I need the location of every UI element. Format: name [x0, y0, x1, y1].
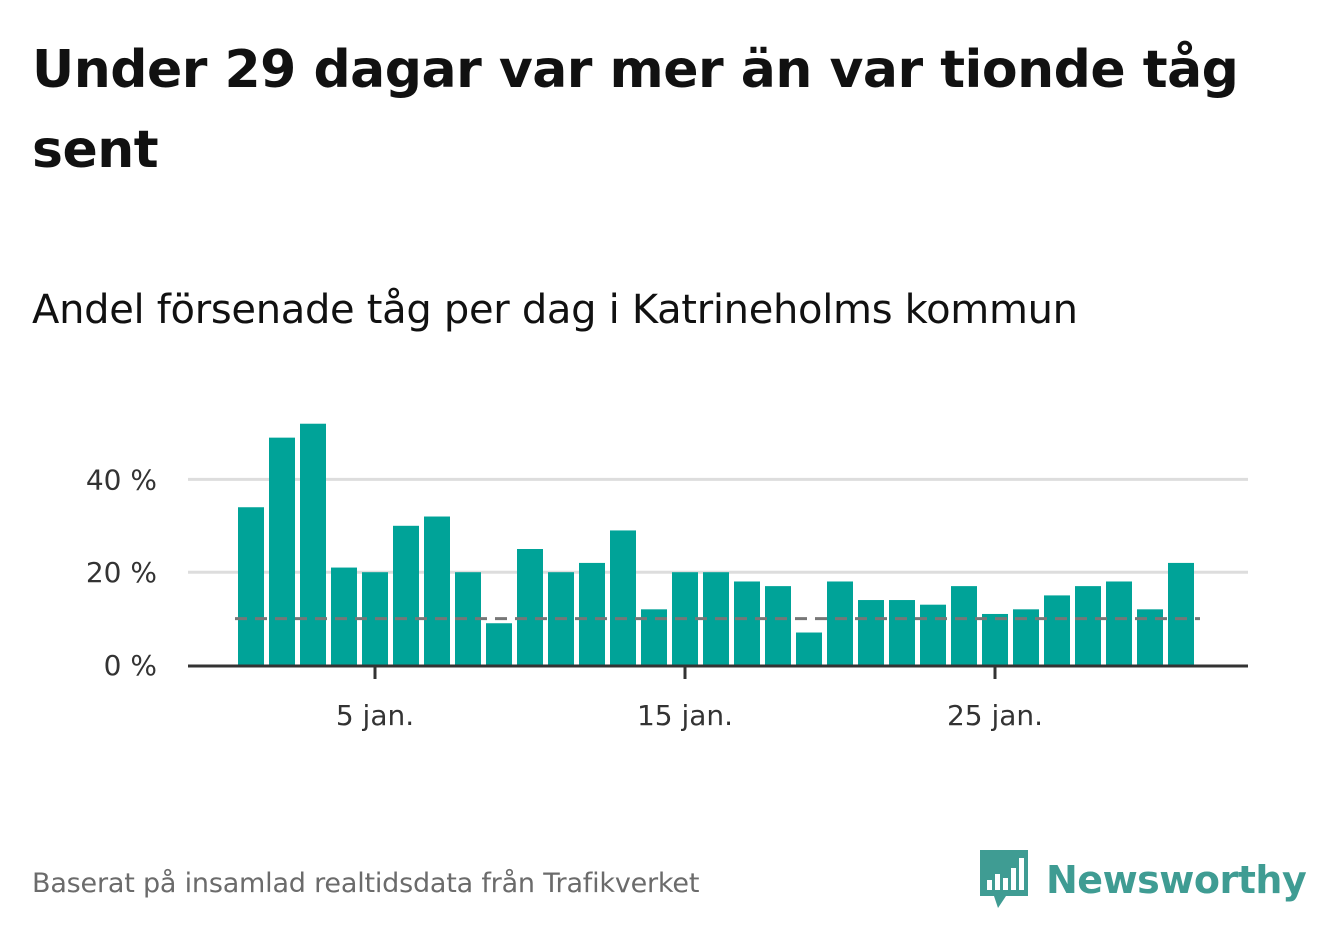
bar [827, 581, 853, 665]
bars [238, 423, 1194, 665]
x-axis-labels: 5 jan. 15 jan. 25 jan. [336, 699, 1043, 732]
bar [920, 604, 946, 665]
bar [610, 530, 636, 665]
bar [982, 613, 1008, 665]
bar-chart: 0 % 20 % 40 % 5 jan. 15 jan. 25 jan. [86, 423, 1248, 732]
x-tick-label: 5 jan. [336, 699, 414, 732]
y-tick-label: 20 % [86, 556, 157, 589]
bar [393, 525, 419, 665]
bar [486, 623, 512, 665]
bar [1106, 581, 1132, 665]
bar [300, 423, 326, 665]
bar [517, 549, 543, 665]
newsworthy-logo-icon [980, 850, 1028, 908]
bar [1168, 562, 1194, 665]
chart-title: Under 29 dagar var mer än var tionde tåg… [32, 40, 1239, 180]
y-tick-label: 0 % [104, 649, 157, 682]
bar [734, 581, 760, 665]
bar [424, 516, 450, 665]
bar [1044, 595, 1070, 665]
bar [238, 507, 264, 665]
x-tick-label: 25 jan. [947, 699, 1043, 732]
bar [765, 586, 791, 665]
y-axis-labels: 0 % 20 % 40 % [86, 463, 157, 682]
brand-name: Newsworthy [1046, 858, 1307, 902]
chart-subtitle: Andel försenade tåg per dag i Katrinehol… [32, 287, 1078, 333]
bar [269, 437, 295, 665]
bar [951, 586, 977, 665]
bar [1075, 586, 1101, 665]
y-tick-label: 40 % [86, 463, 157, 496]
bar [331, 567, 357, 665]
gridlines [188, 477, 1248, 574]
bar [858, 600, 884, 665]
bar [796, 632, 822, 665]
axes [188, 664, 1248, 679]
source-note: Baserat på insamlad realtidsdata från Tr… [32, 868, 700, 899]
brand-logo[interactable]: Newsworthy [980, 850, 1307, 910]
x-tick-label: 15 jan. [637, 699, 733, 732]
bar [579, 562, 605, 665]
bar [889, 600, 915, 665]
